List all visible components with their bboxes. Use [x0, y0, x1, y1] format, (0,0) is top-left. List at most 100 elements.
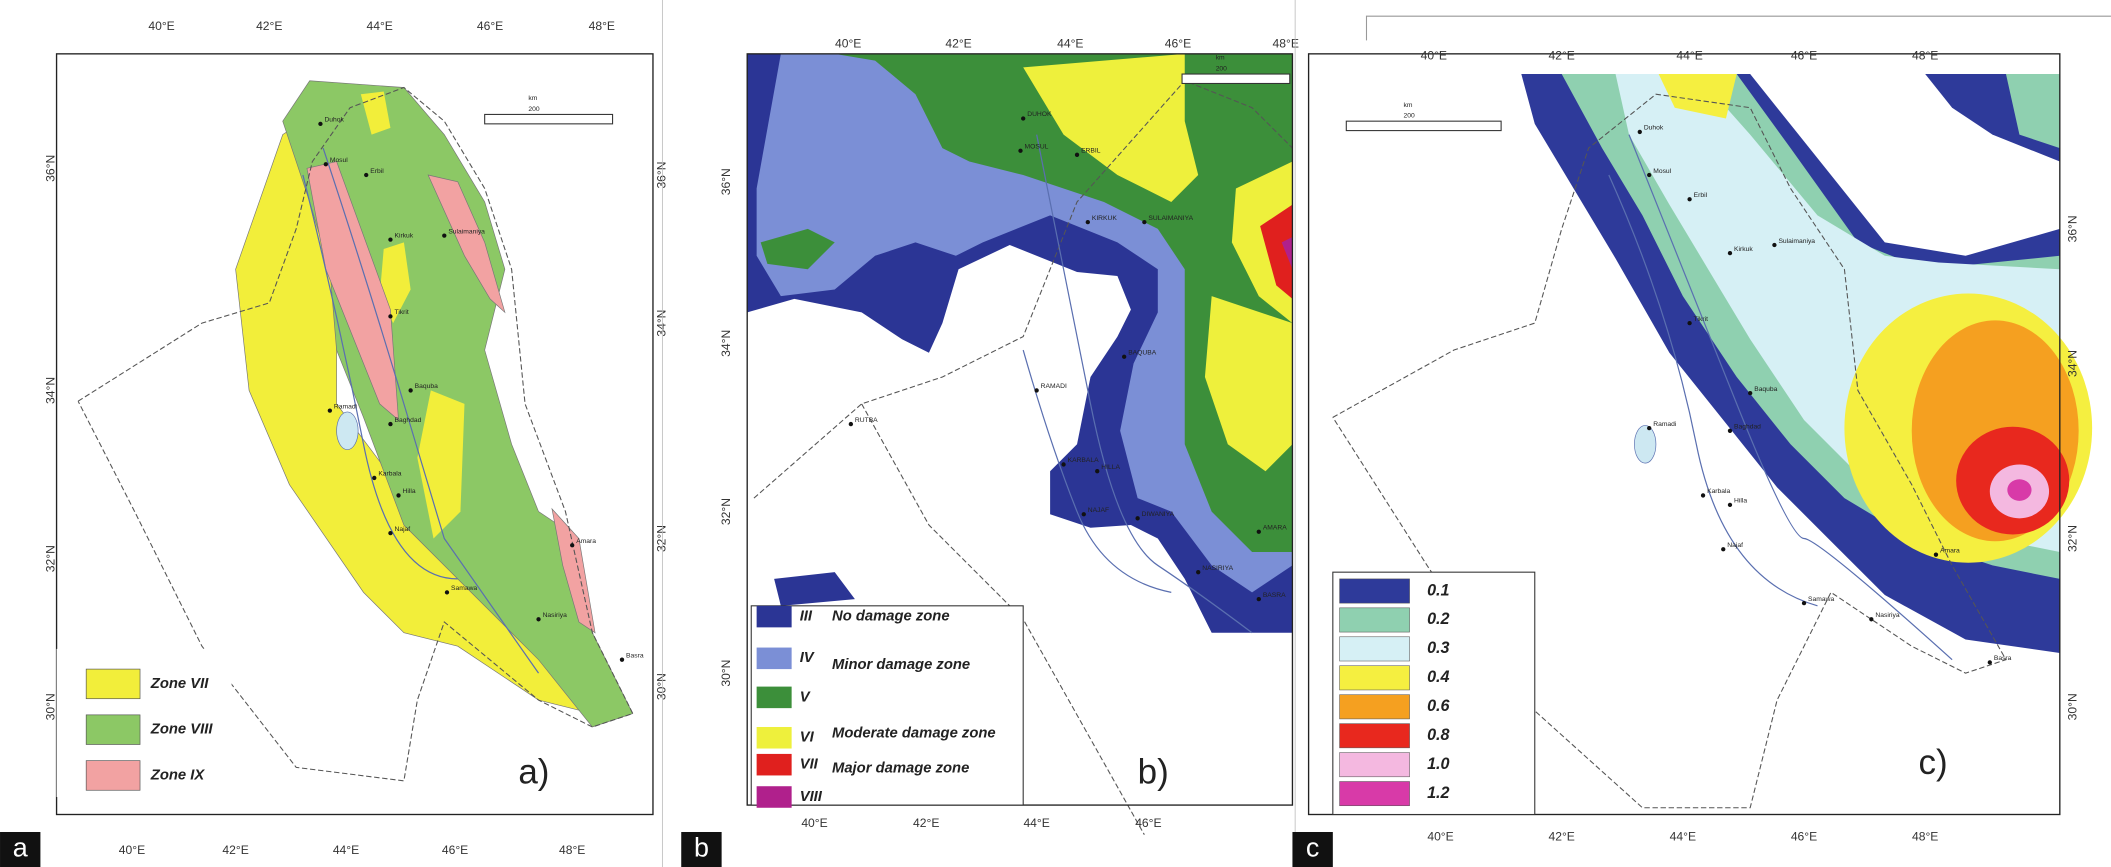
panel-label: b [694, 833, 709, 863]
zone-vi [1023, 53, 1199, 202]
city-marker [848, 421, 854, 427]
lon-tick-label: 40°E [1421, 49, 1447, 63]
legend-code: III [800, 608, 813, 624]
legend-swatch [756, 726, 792, 749]
city-marker [1256, 529, 1261, 534]
legend-label: 0.3 [1427, 639, 1449, 657]
city-name: Tikrit [1694, 316, 1708, 323]
legend-label: Zone IX [150, 767, 206, 783]
city-name: Baghdad [394, 417, 421, 424]
city-marker [1772, 242, 1777, 248]
lon-tick-label: 46°E [1791, 49, 1817, 63]
legend-swatch [85, 760, 141, 791]
city-name: Najaf [394, 526, 410, 533]
lon-tick-label: 46°E [442, 843, 468, 857]
river [1022, 134, 1253, 634]
lat-tick-label: 32°N [719, 498, 733, 525]
city-name: Baquba [1754, 386, 1777, 393]
city-name: Mosul [330, 157, 348, 164]
city-name: Karbala [1707, 488, 1730, 495]
city-marker [619, 657, 625, 662]
panel-c: 40°E 42°E 44°E 46°E 48°E 40°E 42°E 44°E 46°E 48°E… [1307, 15, 2111, 844]
panel-a: 40°E 42°E 44°E 46°E 48°E 40°E 42°E 44°E 46°E 48°E… [43, 19, 668, 857]
city-name: Duhok [324, 117, 344, 124]
lat-tick-label: 34°N [43, 377, 57, 404]
legend-code: VIII [800, 789, 823, 805]
city-name: Amara [1940, 547, 1960, 554]
city-name: Nasiriya [1875, 612, 1900, 619]
city-marker [1987, 660, 1992, 665]
lon-tick-label: 44°E [1023, 816, 1049, 830]
legend-swatch [756, 605, 792, 628]
frame-corner [1365, 15, 2111, 41]
lat-tick-label: 34°N [655, 310, 669, 337]
lon-tick-label: 42°E [945, 37, 971, 51]
scale-length: 200 [1404, 113, 1415, 120]
city-marker [1095, 469, 1100, 474]
city-name: MOSUL [1025, 144, 1049, 151]
city-marker [1061, 462, 1066, 467]
city-marker [1085, 219, 1090, 225]
city-name: Samawa [1808, 596, 1834, 603]
lon-tick-label: 44°E [366, 19, 392, 33]
scale-unit: km [1216, 55, 1225, 62]
legend-swatch [1339, 665, 1410, 691]
lat-tick-label: 30°N [655, 673, 669, 700]
lon-tick-label: 46°E [1135, 816, 1161, 830]
lake [1634, 425, 1657, 464]
lat-tick-label: 36°N [655, 161, 669, 188]
city-name: Basra [1994, 655, 2012, 662]
city-marker [327, 408, 333, 413]
zone-v [760, 228, 835, 270]
legend-description: No damage zone [832, 608, 950, 624]
legend-swatch [1339, 694, 1410, 720]
panel-label-box [681, 831, 722, 867]
lon-tick-label: 44°E [333, 843, 359, 857]
legend-label: 0.4 [1427, 668, 1449, 686]
city-name: Erbil [1694, 192, 1708, 199]
city-name: Sulaimaniya [448, 228, 485, 235]
city-marker [318, 121, 323, 127]
city-marker [396, 493, 401, 498]
legend-label: 0.1 [1427, 581, 1449, 599]
city-name: ERBIL [1081, 148, 1101, 155]
country-border [77, 86, 634, 782]
zone-0-2 [2005, 74, 2060, 149]
zone-iii [774, 572, 855, 606]
lon-tick-label: 40°E [148, 19, 174, 33]
legend-label: 0.8 [1427, 726, 1449, 744]
panel-label-box [0, 831, 41, 867]
city-marker [1122, 354, 1127, 359]
city-name: Hilla [403, 488, 416, 495]
city-name: NASIRIYA [1202, 565, 1233, 572]
scale-bar [1181, 73, 1291, 85]
legend-swatch [1339, 781, 1410, 807]
city-marker [1018, 148, 1023, 153]
lon-tick-label: 46°E [477, 19, 503, 33]
legend-swatch [1339, 752, 1410, 778]
scale-unit: km [1404, 102, 1413, 109]
city-marker [1933, 552, 1939, 557]
zone-vii [1260, 204, 1293, 299]
legend-label: Zone VII [150, 676, 209, 692]
city-marker [323, 162, 328, 167]
city-name: BASRA [1263, 592, 1286, 599]
city-name: Duhok [1644, 125, 1664, 132]
city-name: HILLA [1101, 464, 1120, 471]
legend-swatch [756, 786, 792, 808]
legend-code: V [800, 689, 811, 705]
city-marker [408, 388, 413, 393]
city-marker [1721, 547, 1726, 552]
legend-swatch [756, 686, 792, 709]
river [302, 147, 540, 674]
legend-swatch [1339, 607, 1410, 633]
city-marker [1687, 197, 1692, 202]
lat-tick-label: 32°N [2065, 525, 2079, 552]
panel-label: c [1306, 833, 1319, 863]
zone-0-4 [1658, 74, 1737, 119]
country-border [861, 403, 1145, 835]
city-name: Nasiriya [543, 612, 568, 619]
city-marker [570, 543, 575, 548]
lat-tick-label: 30°N [2065, 693, 2079, 720]
lon-tick-label: 44°E [1676, 49, 1702, 63]
